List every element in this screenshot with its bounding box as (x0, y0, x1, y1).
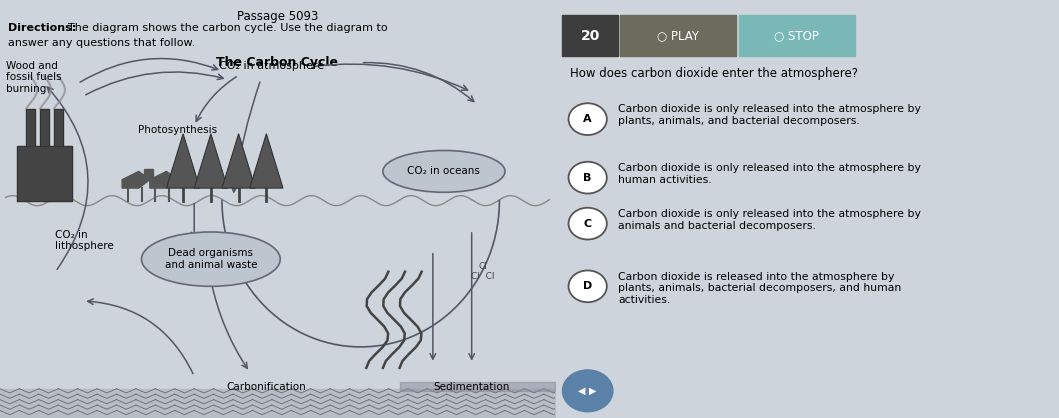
FancyBboxPatch shape (621, 15, 736, 56)
Polygon shape (122, 171, 149, 188)
Text: Cl
Cl  Cl: Cl Cl Cl (471, 262, 495, 281)
Text: Photosynthesis: Photosynthesis (138, 125, 217, 135)
Text: CO₂ in oceans: CO₂ in oceans (408, 166, 481, 176)
Text: A: A (584, 114, 592, 124)
Polygon shape (166, 134, 200, 188)
FancyBboxPatch shape (562, 15, 618, 56)
Text: B: B (584, 173, 592, 183)
Polygon shape (144, 169, 152, 178)
Polygon shape (222, 134, 255, 188)
Circle shape (569, 162, 607, 194)
Text: ○ PLAY: ○ PLAY (658, 29, 699, 42)
Text: Wood and
fossil fuels
burning: Wood and fossil fuels burning (5, 61, 61, 94)
Text: D: D (584, 281, 592, 291)
Polygon shape (172, 169, 180, 178)
Text: Dead organisms
and animal waste: Dead organisms and animal waste (164, 248, 257, 270)
Circle shape (562, 370, 613, 412)
Text: 20: 20 (580, 28, 599, 43)
Text: The diagram shows the carbon cycle. Use the diagram to: The diagram shows the carbon cycle. Use … (68, 23, 388, 33)
Text: CO₂ in atmosphere: CO₂ in atmosphere (219, 61, 324, 71)
Text: Carbon dioxide is released into the atmosphere by
plants, animals, bacterial dec: Carbon dioxide is released into the atmo… (618, 272, 901, 305)
Text: The Carbon Cycle: The Carbon Cycle (216, 56, 339, 69)
Polygon shape (250, 134, 283, 188)
Text: ◀ ▶: ◀ ▶ (578, 386, 597, 396)
FancyBboxPatch shape (739, 15, 855, 56)
Text: CO₂ in
lithosphere: CO₂ in lithosphere (55, 230, 114, 252)
Circle shape (569, 103, 607, 135)
Ellipse shape (142, 232, 281, 286)
Polygon shape (149, 171, 178, 188)
Circle shape (569, 270, 607, 302)
Text: Directions:: Directions: (8, 23, 76, 33)
Text: Carbonification: Carbonification (227, 382, 306, 392)
Text: answer any questions that follow.: answer any questions that follow. (8, 38, 196, 48)
Text: Carbon dioxide is only released into the atmosphere by
human activities.: Carbon dioxide is only released into the… (618, 163, 921, 185)
Circle shape (569, 208, 607, 240)
Text: How does carbon dioxide enter the atmosphere?: How does carbon dioxide enter the atmosp… (570, 67, 858, 80)
Ellipse shape (383, 150, 505, 192)
Text: Carbon dioxide is only released into the atmosphere by
animals and bacterial dec: Carbon dioxide is only released into the… (618, 209, 921, 231)
Text: C: C (584, 219, 592, 229)
Text: Sedimentation: Sedimentation (433, 382, 509, 392)
Polygon shape (194, 134, 228, 188)
Text: Passage 5093: Passage 5093 (237, 10, 318, 23)
Text: ○ STOP: ○ STOP (774, 29, 820, 42)
Text: Carbon dioxide is only released into the atmosphere by
plants, animals, and bact: Carbon dioxide is only released into the… (618, 104, 921, 126)
